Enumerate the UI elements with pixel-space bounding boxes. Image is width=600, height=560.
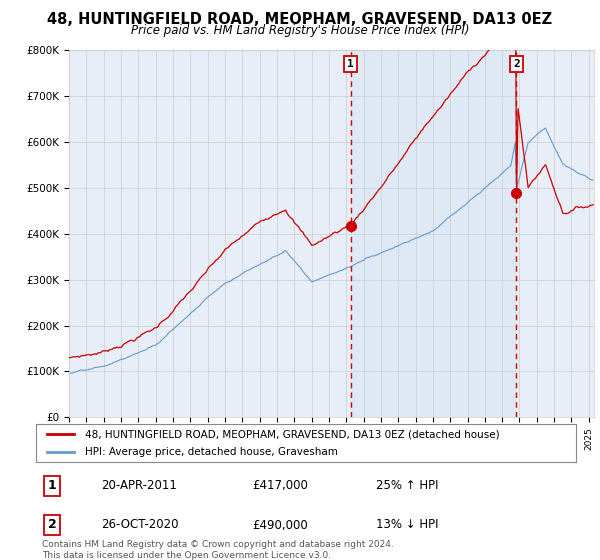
Text: 1: 1 (347, 59, 354, 69)
Text: 25% ↑ HPI: 25% ↑ HPI (376, 479, 439, 492)
Text: £490,000: £490,000 (252, 519, 308, 531)
Text: 2: 2 (513, 59, 520, 69)
Text: 48, HUNTINGFIELD ROAD, MEOPHAM, GRAVESEND, DA13 0EZ: 48, HUNTINGFIELD ROAD, MEOPHAM, GRAVESEN… (47, 12, 553, 27)
Text: Contains HM Land Registry data © Crown copyright and database right 2024.
This d: Contains HM Land Registry data © Crown c… (42, 540, 394, 560)
Text: 20-APR-2011: 20-APR-2011 (101, 479, 176, 492)
Text: 26-OCT-2020: 26-OCT-2020 (101, 519, 178, 531)
Text: HPI: Average price, detached house, Gravesham: HPI: Average price, detached house, Grav… (85, 447, 337, 458)
Bar (350, 50, 517, 417)
Text: 1: 1 (48, 479, 56, 492)
Text: 2: 2 (48, 519, 56, 531)
Text: 48, HUNTINGFIELD ROAD, MEOPHAM, GRAVESEND, DA13 0EZ (detached house): 48, HUNTINGFIELD ROAD, MEOPHAM, GRAVESEN… (85, 429, 499, 439)
Text: Price paid vs. HM Land Registry's House Price Index (HPI): Price paid vs. HM Land Registry's House … (131, 24, 469, 36)
Text: £417,000: £417,000 (252, 479, 308, 492)
Text: 13% ↓ HPI: 13% ↓ HPI (376, 519, 439, 531)
